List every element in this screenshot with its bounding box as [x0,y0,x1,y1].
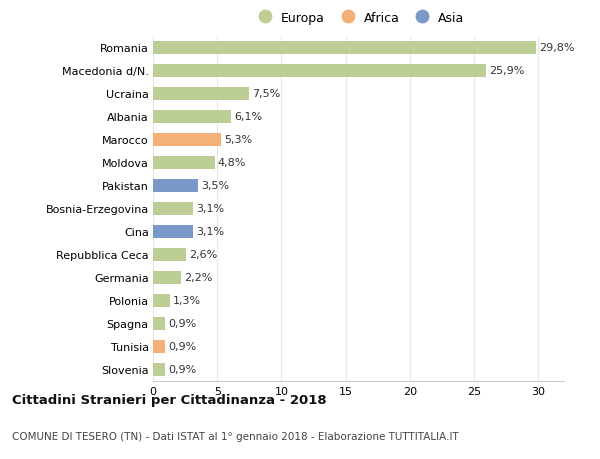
Text: 0,9%: 0,9% [168,319,196,329]
Bar [153,271,181,284]
Text: 29,8%: 29,8% [539,43,574,53]
Text: 2,6%: 2,6% [190,250,218,260]
Bar [153,248,187,261]
Text: 0,9%: 0,9% [168,341,196,352]
Text: 3,1%: 3,1% [196,227,224,237]
Bar [153,65,485,78]
Text: 1,3%: 1,3% [173,296,201,306]
Bar [153,88,250,101]
Bar [153,363,164,376]
Bar [153,179,198,192]
Text: 2,2%: 2,2% [184,273,213,283]
Text: 25,9%: 25,9% [489,66,524,76]
Text: 0,9%: 0,9% [168,364,196,375]
Bar [153,225,193,238]
Text: 4,8%: 4,8% [218,158,246,168]
Bar [153,157,215,169]
Bar [153,202,193,215]
Text: 7,5%: 7,5% [253,89,281,99]
Bar [153,317,164,330]
Bar [153,42,536,55]
Text: 3,1%: 3,1% [196,204,224,214]
Legend: Europa, Africa, Asia: Europa, Africa, Asia [250,9,467,27]
Text: COMUNE DI TESERO (TN) - Dati ISTAT al 1° gennaio 2018 - Elaborazione TUTTITALIA.: COMUNE DI TESERO (TN) - Dati ISTAT al 1°… [12,431,459,441]
Bar [153,134,221,146]
Text: 3,5%: 3,5% [201,181,229,191]
Text: 6,1%: 6,1% [235,112,263,122]
Text: Cittadini Stranieri per Cittadinanza - 2018: Cittadini Stranieri per Cittadinanza - 2… [12,393,326,406]
Bar [153,340,164,353]
Text: 5,3%: 5,3% [224,135,253,145]
Bar [153,294,170,307]
Bar [153,111,232,123]
